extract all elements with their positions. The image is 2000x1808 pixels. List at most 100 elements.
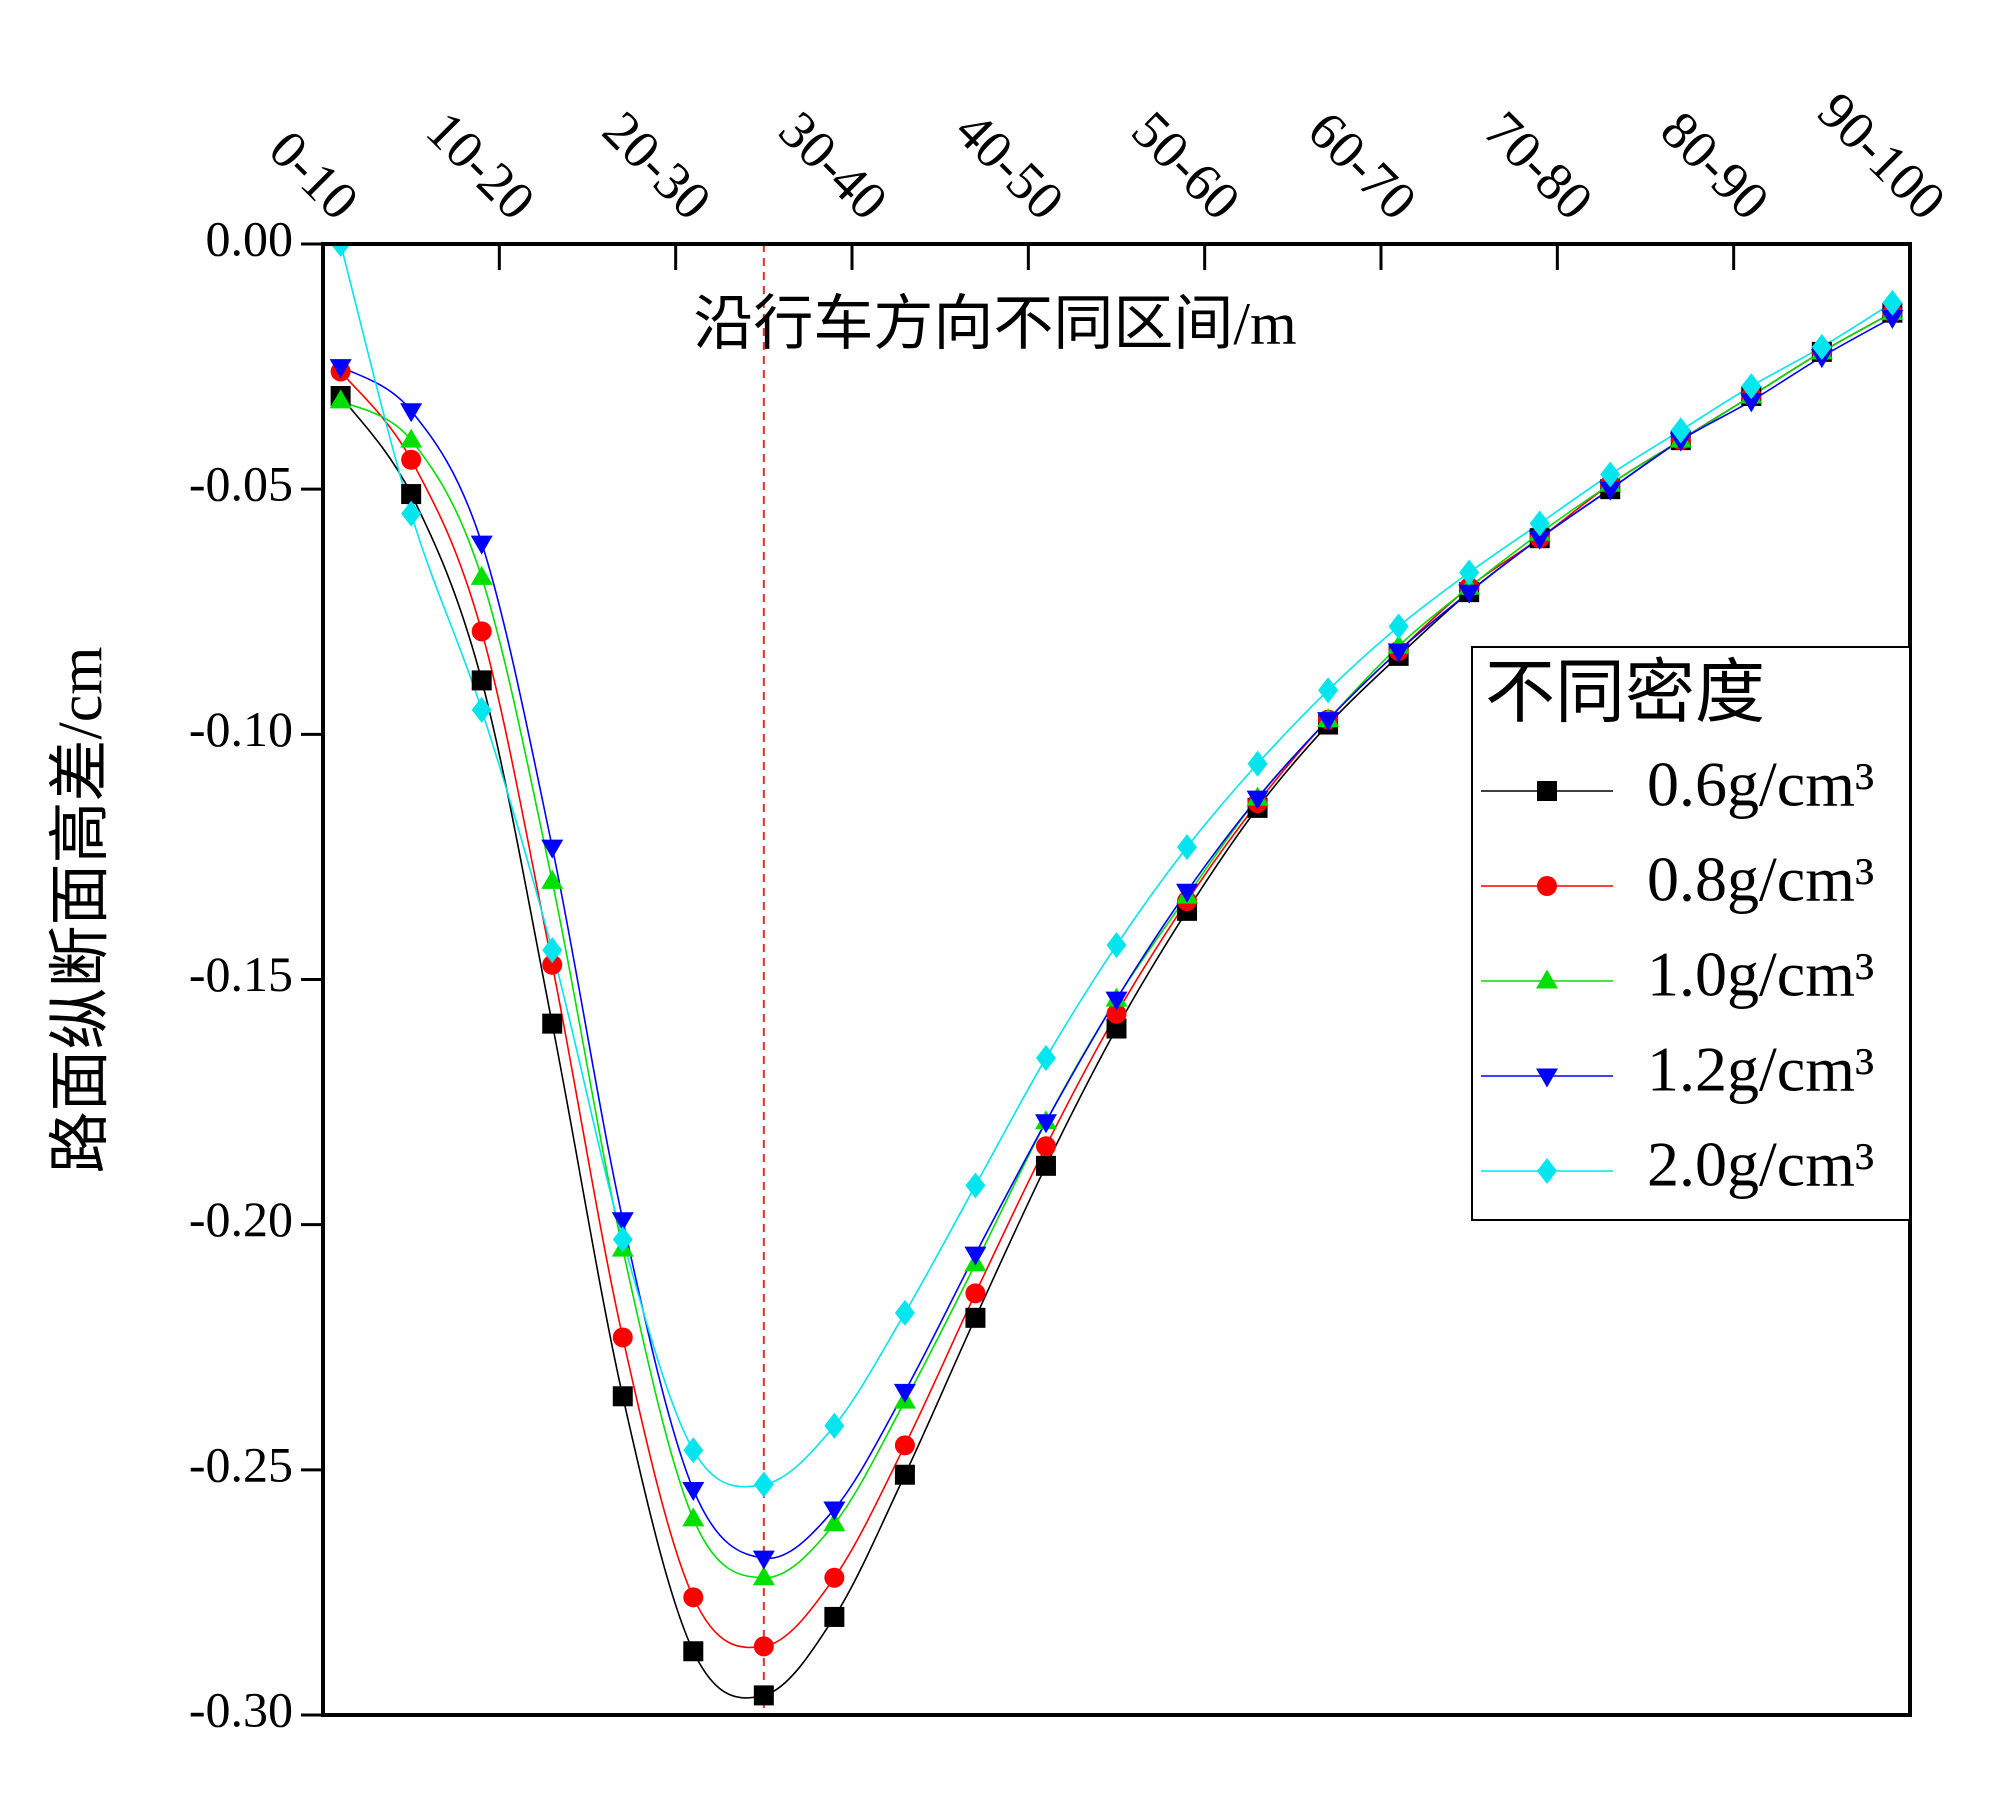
data-point bbox=[965, 1283, 986, 1304]
data-point bbox=[1247, 750, 1268, 777]
data-point bbox=[752, 1566, 775, 1586]
legend-title: 不同密度 bbox=[1485, 655, 1765, 732]
data-point bbox=[612, 1386, 633, 1407]
data-point bbox=[542, 1013, 563, 1034]
data-point bbox=[1741, 373, 1762, 400]
y-tick-label: -0.25 bbox=[189, 1436, 293, 1492]
data-point bbox=[1882, 289, 1903, 316]
data-point bbox=[965, 1307, 986, 1328]
data-point bbox=[542, 954, 563, 975]
data-point bbox=[1105, 991, 1128, 1011]
data-point bbox=[823, 1512, 846, 1532]
data-point bbox=[824, 1567, 845, 1588]
data-point bbox=[682, 1507, 705, 1527]
data-point bbox=[1458, 584, 1481, 604]
legend-marker bbox=[1537, 1158, 1557, 1184]
data-point bbox=[400, 428, 423, 448]
data-point bbox=[894, 1299, 915, 1326]
data-point bbox=[753, 1636, 774, 1657]
data-point bbox=[824, 1606, 845, 1627]
legend-marker bbox=[1536, 969, 1558, 989]
y-tick-label: -0.10 bbox=[189, 701, 293, 757]
y-tick-label: -0.05 bbox=[189, 456, 293, 512]
data-point bbox=[752, 1550, 775, 1570]
series-line bbox=[339, 244, 1893, 1488]
legend-label: 0.8g/cm³ bbox=[1647, 844, 1874, 915]
data-point bbox=[1035, 1044, 1056, 1071]
data-point bbox=[753, 1685, 774, 1706]
data-point bbox=[683, 1587, 704, 1608]
data-point bbox=[683, 1641, 704, 1662]
legend-marker bbox=[1537, 781, 1557, 801]
legend-label: 2.0g/cm³ bbox=[1647, 1129, 1874, 1200]
data-point bbox=[400, 403, 423, 423]
data-point bbox=[1599, 481, 1622, 501]
data-point bbox=[823, 1501, 846, 1521]
y-axis-label: 路面纵断面高差/cm bbox=[47, 647, 115, 1174]
data-point bbox=[1318, 677, 1339, 704]
data-point bbox=[964, 1246, 987, 1266]
data-point bbox=[1387, 643, 1410, 663]
data-point bbox=[1106, 932, 1127, 959]
data-point bbox=[1177, 834, 1198, 861]
data-point bbox=[330, 244, 351, 257]
data-point bbox=[541, 839, 564, 859]
plot-area bbox=[329, 244, 1904, 1715]
legend: 不同密度 0.6g/cm³ 0.8g/cm³ 1.0g/cm³ 1.2g/cm³ 2.0… bbox=[1471, 646, 1911, 1221]
data-point bbox=[401, 484, 422, 505]
data-point bbox=[329, 389, 352, 409]
legend-box bbox=[1471, 646, 1911, 1221]
data-point bbox=[1459, 559, 1480, 586]
data-point bbox=[1670, 417, 1691, 444]
data-point bbox=[1106, 1018, 1127, 1039]
y-tick-label: 0.00 bbox=[206, 210, 294, 266]
legend-label: 1.0g/cm³ bbox=[1647, 939, 1874, 1010]
data-point bbox=[401, 449, 422, 470]
data-point bbox=[612, 1226, 633, 1253]
data-point bbox=[1388, 613, 1409, 640]
legend-marker bbox=[1537, 876, 1557, 896]
data-point bbox=[1811, 333, 1832, 360]
data-point bbox=[471, 670, 492, 691]
data-point bbox=[965, 1172, 986, 1199]
data-point bbox=[1246, 790, 1269, 810]
data-point bbox=[1528, 530, 1551, 550]
legend-marker bbox=[1536, 1068, 1558, 1088]
data-point bbox=[824, 1412, 845, 1439]
x-axis-label: 沿行车方向不同区间/m bbox=[693, 291, 1296, 357]
data-point bbox=[470, 535, 493, 555]
data-point bbox=[541, 869, 564, 889]
data-point bbox=[329, 359, 352, 379]
data-point bbox=[471, 621, 492, 642]
data-point bbox=[753, 1471, 774, 1498]
series-line bbox=[340, 316, 1893, 1560]
data-point bbox=[894, 1435, 915, 1456]
data-point bbox=[1740, 393, 1763, 413]
data-point bbox=[893, 1383, 916, 1403]
data-point bbox=[401, 500, 422, 527]
legend-label: 1.2g/cm³ bbox=[1647, 1034, 1874, 1105]
data-point bbox=[1034, 1114, 1057, 1134]
data-point bbox=[611, 1212, 634, 1232]
legend-label: 0.6g/cm³ bbox=[1647, 749, 1874, 820]
series-line bbox=[340, 311, 1893, 1649]
data-point bbox=[542, 937, 563, 964]
data-point bbox=[894, 1464, 915, 1485]
data-point bbox=[1881, 310, 1904, 330]
data-point bbox=[1600, 461, 1621, 488]
data-point bbox=[1176, 883, 1199, 903]
y-tick-label: -0.15 bbox=[189, 946, 293, 1002]
data-point bbox=[471, 696, 492, 723]
data-point bbox=[470, 565, 493, 585]
data-point bbox=[1035, 1136, 1056, 1157]
data-point bbox=[683, 1437, 704, 1464]
data-point bbox=[1529, 510, 1550, 537]
data-point bbox=[612, 1327, 633, 1348]
data-point bbox=[682, 1481, 705, 1501]
y-tick-label: -0.30 bbox=[189, 1681, 293, 1737]
data-point bbox=[1317, 712, 1340, 732]
data-point bbox=[1106, 1003, 1127, 1024]
data-point bbox=[1035, 1155, 1056, 1176]
y-tick-label: -0.20 bbox=[189, 1191, 293, 1247]
